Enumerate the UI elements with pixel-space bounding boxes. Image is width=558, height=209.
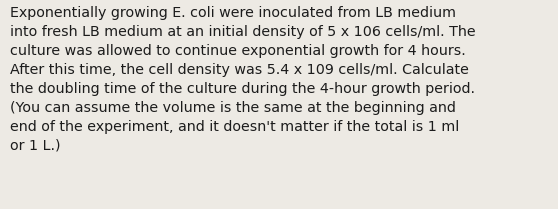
Text: Exponentially growing E. coli were inoculated from LB medium
into fresh LB mediu: Exponentially growing E. coli were inocu… xyxy=(10,6,475,153)
